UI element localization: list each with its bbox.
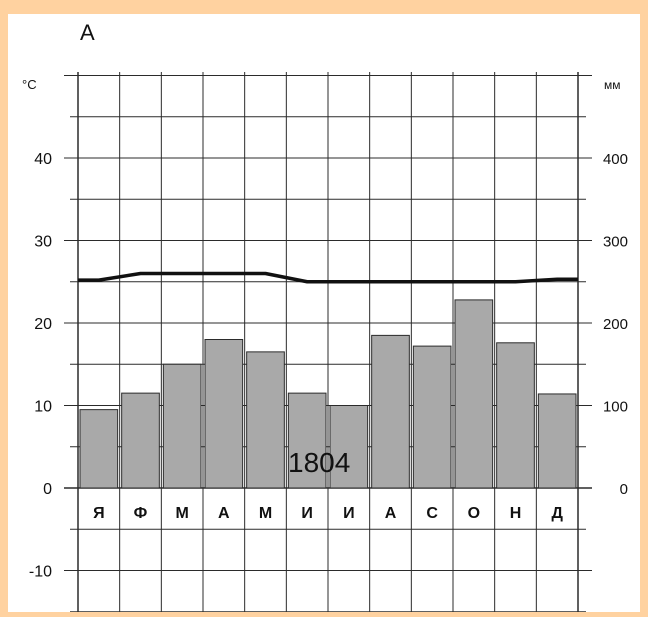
precipitation-bar [162, 363, 202, 489]
month-label: О [468, 505, 480, 522]
precipitation-bar [121, 392, 160, 489]
precipitation-bar [287, 392, 327, 489]
left-tick-label: 30 [34, 234, 52, 251]
month-label: С [426, 505, 438, 522]
precipitation-bar [412, 345, 452, 489]
right-tick-label: 300 [603, 234, 628, 251]
month-label: М [176, 505, 189, 522]
temperature-line [78, 271, 578, 284]
precipitation-bar [204, 339, 244, 489]
precipitation-bar [246, 351, 285, 489]
left-tick-label: 40 [34, 151, 52, 168]
left-tick-label: -10 [29, 564, 52, 581]
precipitation-bar [371, 334, 410, 489]
precipitation-bar [329, 405, 369, 489]
month-label: А [385, 505, 397, 522]
right-axis-unit: мм [604, 78, 621, 92]
month-label: Д [551, 505, 563, 522]
station-annotation: 1804 [288, 447, 350, 478]
precipitation-bar [496, 342, 535, 489]
month-label: М [259, 505, 272, 522]
month-label: И [343, 505, 355, 522]
right-tick-label: 400 [603, 151, 628, 168]
precipitation-bar [454, 299, 494, 489]
left-tick-label: 20 [34, 316, 52, 333]
precipitation-bar [79, 409, 119, 489]
month-label: Н [510, 505, 522, 522]
month-label: И [301, 505, 313, 522]
left-axis-unit: °C [22, 77, 37, 92]
chart-paper [8, 14, 640, 612]
left-tick-label: 0 [43, 481, 52, 498]
month-label: Я [93, 505, 105, 522]
month-label: А [218, 505, 230, 522]
month-label: Ф [134, 505, 148, 522]
right-tick-label: 100 [603, 399, 628, 416]
chart-title: А [80, 20, 95, 45]
right-tick-label: 0 [620, 481, 628, 498]
precipitation-bar [537, 393, 577, 489]
temperature-line-path [78, 271, 578, 284]
left-tick-label: 10 [34, 399, 52, 416]
precipitation-bars [79, 299, 577, 489]
right-tick-label: 200 [603, 316, 628, 333]
